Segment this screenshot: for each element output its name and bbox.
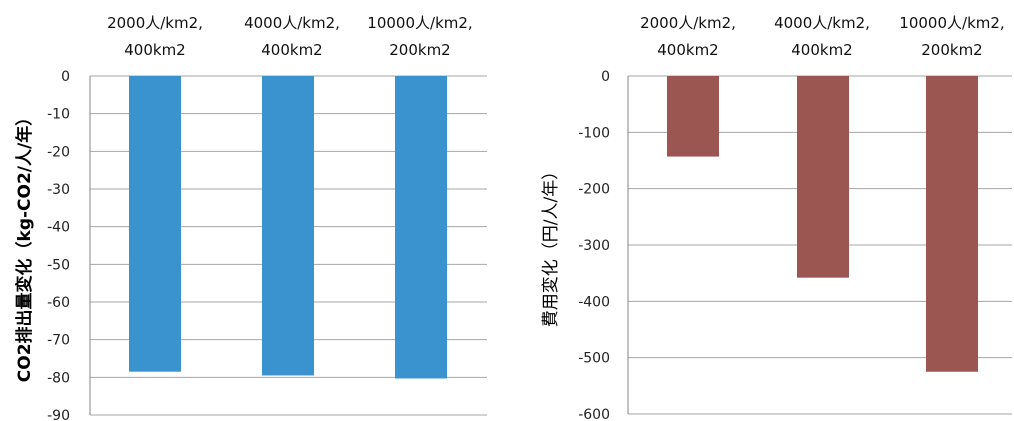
co2-y-tick-label: -10 bbox=[47, 107, 70, 123]
co2-y-tick-label: -90 bbox=[47, 408, 70, 421]
co2-emission-chart: 0 -10 -20 -30 -40 -50 -60 -70 -80 -90 2000人/km2, 40… bbox=[14, 14, 487, 421]
co2-bar bbox=[262, 76, 314, 376]
cost-bar bbox=[926, 76, 978, 372]
co2-category-label: 10000人/km2, 200km2 bbox=[367, 14, 472, 59]
co2-category-label: 4000人/km2, 400km2 bbox=[244, 14, 340, 59]
cost-y-tick-label: -500 bbox=[578, 351, 610, 367]
cost-y-tick-label: -300 bbox=[578, 238, 610, 254]
cost-y-tick-label: -400 bbox=[578, 294, 610, 310]
cost-change-chart: 0 -100 -200 -300 -400 -500 -600 2000人/km2, 400km… bbox=[541, 14, 1012, 421]
co2-y-tick-label: -20 bbox=[47, 144, 70, 160]
co2-y-axis-title: CO2排出量変化（kg-CO2/人/年） bbox=[14, 109, 35, 382]
co2-bar bbox=[395, 76, 447, 379]
cost-bar bbox=[667, 76, 719, 157]
co2-y-tick-label: 0 bbox=[61, 69, 70, 85]
cost-category-label: 4000人/km2, 400km2 bbox=[774, 14, 870, 59]
co2-y-tick-label: -30 bbox=[47, 182, 70, 198]
cost-y-tick-label: 0 bbox=[601, 69, 610, 85]
co2-category-label: 2000人/km2, 400km2 bbox=[107, 14, 203, 59]
co2-y-tick-label: -60 bbox=[47, 295, 70, 311]
co2-y-tick-label: -70 bbox=[47, 333, 70, 349]
cost-y-tick-label: -600 bbox=[578, 407, 610, 421]
cost-y-tick-label: -200 bbox=[578, 182, 610, 198]
co2-y-tick-label: -40 bbox=[47, 220, 70, 236]
cost-y-axis-title: 費用変化（円/人/年） bbox=[541, 163, 561, 327]
cost-y-tick-label: -100 bbox=[578, 125, 610, 141]
co2-bar bbox=[129, 76, 181, 372]
co2-y-tick-label: -50 bbox=[47, 257, 70, 273]
cost-bar bbox=[797, 76, 849, 278]
cost-category-label: 10000人/km2, 200km2 bbox=[899, 14, 1004, 59]
cost-category-label: 2000人/km2, 400km2 bbox=[640, 14, 736, 59]
co2-y-tick-label: -80 bbox=[47, 370, 70, 386]
